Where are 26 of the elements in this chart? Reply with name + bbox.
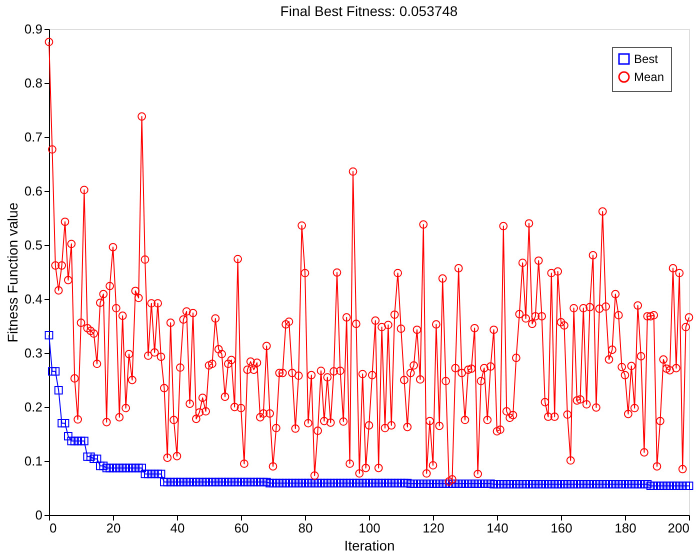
legend-label: Best (634, 52, 659, 66)
chart-title: Final Best Fitness: 0.053748 (280, 3, 458, 19)
x-axis-title: Iteration (344, 538, 395, 554)
x-tick-label: 120 (422, 520, 444, 536)
x-tick-label: 140 (486, 520, 508, 536)
x-tick-label: 40 (170, 520, 185, 536)
y-tick-label: 0.8 (24, 76, 42, 90)
x-tick-label: 60 (234, 520, 249, 536)
x-tick-label: 100 (358, 520, 380, 536)
y-tick-label: 0.4 (24, 292, 42, 306)
x-tick-label: 200 (668, 520, 690, 536)
y-tick-label: 0.7 (24, 130, 42, 144)
x-tick-label: 20 (106, 520, 121, 536)
x-tick-label: 160 (550, 520, 572, 536)
y-tick-label: 0.1 (24, 454, 42, 468)
y-tick-label: 0 (35, 508, 42, 522)
y-tick-label: 0.2 (24, 400, 42, 414)
y-axis-title: Fitness Function value (4, 202, 20, 343)
y-tick-label: 0.5 (24, 238, 42, 252)
x-tick-label: 0 (50, 520, 57, 536)
x-tick-label: 180 (614, 520, 636, 536)
y-tick-label: 0.9 (24, 22, 42, 36)
y-tick-label: 0.3 (24, 346, 42, 360)
legend-label: Mean (634, 70, 664, 84)
y-tick-label: 0.6 (24, 184, 42, 198)
x-tick-label: 80 (298, 520, 313, 536)
